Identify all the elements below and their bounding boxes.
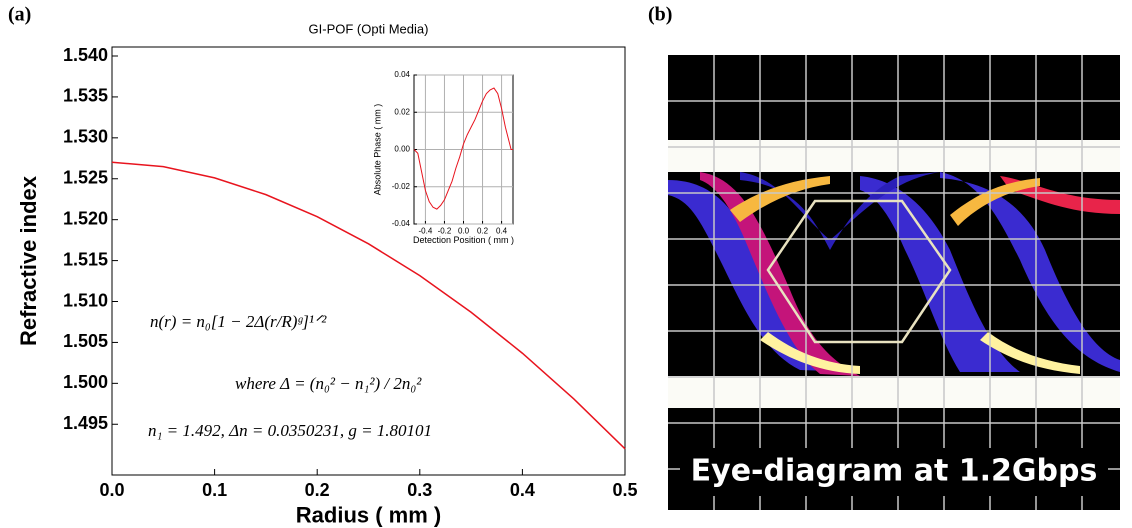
y-tick-label: 0.00 (394, 145, 410, 154)
x-tick-label: 0.4 (496, 226, 508, 235)
y-tick-label: 1.525 (63, 168, 108, 188)
chart-title: GI-POF (Opti Media) (309, 21, 429, 36)
x-axis-label: Detection Position ( mm ) (413, 235, 514, 245)
x-tick-label: 0.2 (305, 480, 330, 500)
y-axis-label: Absolute Phase ( mm ) (372, 104, 382, 196)
annotation: n(r) = n₀[1 − 2Δ(r/R)ᵍ]¹ᐟ² (150, 312, 327, 331)
y-tick-label: 1.510 (63, 290, 108, 310)
annotation: n₁ = 1.492, Δn = 0.0350231, g = 1.80101 (148, 421, 432, 440)
y-tick-label: 1.530 (63, 127, 108, 147)
figure: (a) (b) Eye-diagram at 1.2Gbps 0.0 0.1 0.2… (0, 0, 1132, 528)
y-tick-label: 1.515 (63, 249, 108, 269)
x-axis-label: Radius ( mm ) (296, 503, 441, 528)
eye-diagram: Eye-diagram at 1.2Gbps (668, 55, 1120, 510)
x-tick-label: 0.0 (458, 226, 470, 235)
eye-band (668, 140, 1120, 172)
x-tick-label: 0.3 (407, 480, 432, 500)
page: {"figure": {"panel_a_label": "(a)", "pan… (0, 0, 1132, 528)
y-tick-label: 1.500 (63, 372, 108, 392)
y-tick-label: -0.04 (392, 219, 411, 228)
eye-band (668, 376, 1120, 408)
x-tick-label: 0.5 (612, 480, 637, 500)
y-tick-label: 1.540 (63, 45, 108, 65)
y-tick-label: 1.535 (63, 86, 108, 106)
eye-caption: Eye-diagram at 1.2Gbps (691, 454, 1098, 489)
panel-label: (b) (648, 4, 672, 26)
plot-area (112, 47, 625, 475)
y-axis-label: Refractive index (16, 175, 41, 346)
x-tick-label: 0.4 (510, 480, 535, 500)
panel-label: (a) (8, 4, 31, 26)
y-tick-label: 0.04 (394, 70, 410, 79)
x-tick-label: 0.0 (99, 480, 124, 500)
annotation: where Δ = (n₀² − n₁²) / 2n₀² (235, 374, 422, 393)
x-tick-label: 0.1 (202, 480, 227, 500)
x-tick-label: -0.4 (419, 226, 433, 235)
x-tick-label: -0.2 (438, 226, 452, 235)
y-tick-label: 0.02 (394, 107, 410, 116)
y-tick-label: 1.520 (63, 208, 108, 228)
x-tick-label: 0.2 (477, 226, 489, 235)
y-tick-label: 1.505 (63, 331, 108, 351)
y-tick-label: -0.02 (392, 182, 411, 191)
y-tick-label: 1.495 (63, 413, 108, 433)
